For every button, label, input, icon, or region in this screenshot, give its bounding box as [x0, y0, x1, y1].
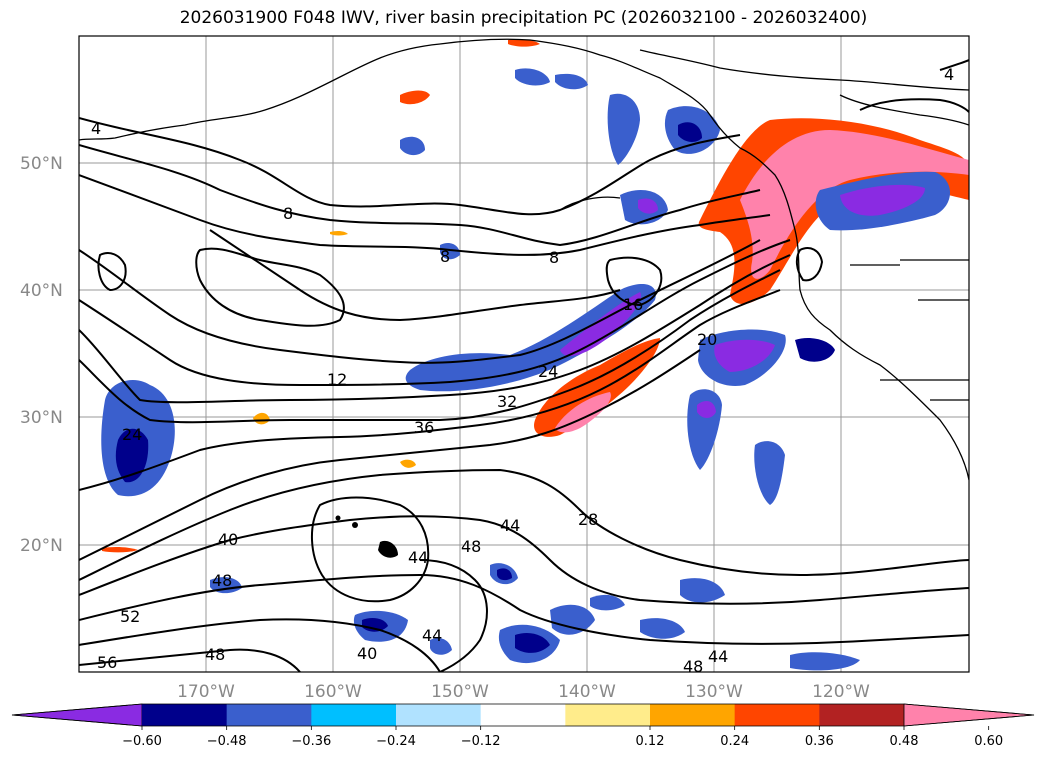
colorbar-segment	[734, 704, 820, 726]
lon-label-150w: 150°W	[431, 682, 489, 702]
contour-label: 4	[944, 65, 954, 84]
colorbar-segment	[311, 704, 397, 726]
colorbar-segment	[142, 704, 228, 726]
colorbar-tick-label: −0.12	[461, 734, 501, 749]
contour-label: 44	[408, 548, 428, 567]
iwv-contours	[79, 59, 969, 672]
contour-label: 8	[283, 204, 293, 223]
contour-label: 56	[97, 653, 117, 672]
lat-label-40n: 40°N	[20, 281, 63, 301]
coastlines	[79, 38, 969, 481]
colorbar-extend-high	[903, 703, 1035, 727]
contour-label: 52	[120, 607, 140, 626]
colorbar: −0.60 −0.48 −0.36 −0.24 −0.12 0.12 0.24 0.36 0.4…	[11, 703, 1035, 749]
positive-precip-regions	[102, 39, 969, 553]
colorbar-extend-low	[11, 703, 143, 727]
colorbar-segment	[819, 704, 905, 726]
colorbar-tick-label: 0.48	[890, 734, 919, 749]
contour-label: 44	[500, 516, 520, 535]
contour-label: 28	[578, 510, 598, 529]
contour-label: 48	[212, 571, 232, 590]
colorbar-tick-label: 0.12	[636, 734, 665, 749]
contour-labels: 4 4 8 8 8 12 16 20 24 24 28 32 36 40 40 …	[91, 65, 954, 676]
contour-label: 8	[440, 247, 450, 266]
colorbar-tick-label: −0.36	[291, 734, 331, 749]
contour-label: 40	[218, 530, 238, 549]
contour-label: 20	[697, 330, 717, 349]
contour-label: 48	[205, 645, 225, 664]
colorbar-tick-label: 0.24	[720, 734, 749, 749]
contour-label: 12	[327, 370, 347, 389]
lon-label-120w: 120°W	[812, 682, 870, 702]
contour-label: 44	[422, 626, 442, 645]
contour-label: 8	[549, 248, 559, 267]
contour-label: 32	[497, 392, 517, 411]
lat-label-30n: 30°N	[20, 408, 63, 428]
hawaii-islands	[335, 515, 398, 558]
colorbar-tick-label: 0.36	[805, 734, 834, 749]
lon-label-170w: 170°W	[177, 682, 235, 702]
contour-label: 44	[708, 647, 728, 666]
colorbar-segment	[396, 704, 482, 726]
lat-label-50n: 50°N	[20, 154, 63, 174]
longitude-labels: 170°W 160°W 150°W 140°W 130°W 120°W	[177, 682, 870, 702]
contour-label: 48	[683, 657, 703, 676]
contour-label: 36	[414, 418, 434, 437]
map-frame	[78, 35, 970, 673]
lon-label-130w: 130°W	[685, 682, 743, 702]
lon-label-140w: 140°W	[558, 682, 616, 702]
map-content: 4 4 8 8 8 12 16 20 24 24 28 32 36 40 40 …	[79, 36, 969, 676]
contour-label: 16	[623, 295, 643, 314]
lat-label-20n: 20°N	[20, 536, 63, 556]
lon-label-160w: 160°W	[304, 682, 362, 702]
contour-label: 48	[461, 537, 481, 556]
contour-label: 24	[122, 425, 142, 444]
contour-label: 24	[538, 362, 558, 381]
latitude-labels: 50°N 40°N 30°N 20°N	[20, 154, 63, 556]
colorbar-segment	[565, 704, 651, 726]
colorbar-tick-label: 0.60	[974, 734, 1003, 749]
colorbar-tick-label: −0.24	[376, 734, 416, 749]
colorbar-segment	[650, 704, 736, 726]
colorbar-tick-label: −0.48	[207, 734, 247, 749]
contour-label: 4	[91, 119, 101, 138]
colorbar-tick-label: −0.60	[122, 734, 162, 749]
negative-precip-regions	[101, 68, 950, 671]
colorbar-segment	[480, 704, 566, 726]
colorbar-segment	[226, 704, 312, 726]
map-title: 2026031900 F048 IWV, river basin precipi…	[179, 8, 868, 28]
contour-label: 40	[357, 644, 377, 663]
